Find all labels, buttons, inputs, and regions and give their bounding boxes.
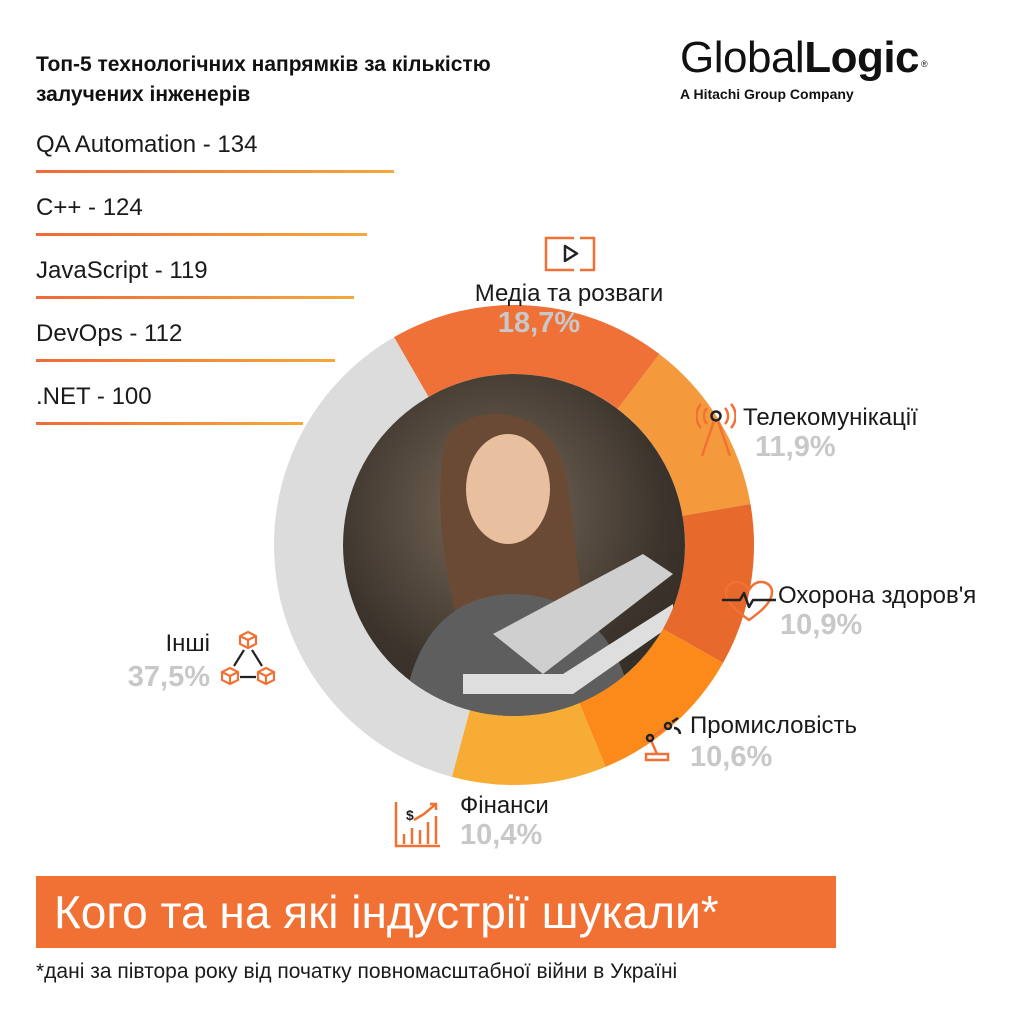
top5-item: QA Automation - 134 bbox=[36, 128, 394, 191]
finance-chart-icon: $ bbox=[394, 802, 440, 848]
donut-slice-1 bbox=[394, 305, 660, 410]
top5-label: C++ - 124 bbox=[36, 194, 143, 221]
donut-slice-5 bbox=[451, 703, 606, 785]
svg-text:$: $ bbox=[406, 807, 414, 823]
logo-tagline: A Hitachi Group Company bbox=[680, 86, 854, 102]
donut-slice-2 bbox=[617, 354, 751, 516]
cubes-network-icon bbox=[220, 630, 276, 686]
company-logo: GlobalLogic ® A Hitachi Group Company bbox=[680, 32, 1000, 102]
top5-list: QA Automation - 134 C++ - 124 JavaScript… bbox=[36, 128, 394, 443]
top5-item: .NET - 100 bbox=[36, 380, 303, 443]
robot-arm-icon bbox=[644, 716, 682, 762]
photo-illustration bbox=[403, 414, 673, 716]
top5-bar bbox=[36, 170, 394, 173]
photo-woman-laptop bbox=[343, 374, 685, 716]
top5-bar bbox=[36, 359, 335, 362]
segment-name: Телекомунікації bbox=[743, 404, 918, 431]
top5-bar bbox=[36, 296, 354, 299]
segment-label-media: Медіа та розваги 18,7% bbox=[462, 280, 676, 338]
segment-name: Промисловість bbox=[690, 712, 858, 739]
top5-item: DevOps - 112 bbox=[36, 317, 335, 380]
top5-label: JavaScript - 119 bbox=[36, 257, 208, 284]
segment-label-healthcare: Охорона здоров'я 10,9% bbox=[778, 582, 976, 640]
top5-label: QA Automation - 134 bbox=[36, 131, 258, 158]
donut-slice-6 bbox=[274, 337, 470, 777]
footnote: *дані за півтора року від початку повном… bbox=[36, 960, 678, 983]
segment-label-finance: Фінанси 10,4% bbox=[460, 792, 549, 850]
segment-percent: 10,9% bbox=[780, 609, 863, 641]
segment-percent: 37,5% bbox=[127, 661, 210, 693]
donut-slice-4 bbox=[579, 628, 724, 767]
heart-pulse-icon bbox=[722, 580, 776, 622]
segment-percent: 10,4% bbox=[460, 819, 543, 851]
top5-item: C++ - 124 bbox=[36, 191, 367, 254]
top5-label: .NET - 100 bbox=[36, 383, 152, 410]
page-title: Топ-5 технологічних напрямків за кількіс… bbox=[36, 53, 491, 106]
segment-label-telecom: Телекомунікації 11,9% bbox=[743, 404, 918, 462]
top5-bar bbox=[36, 233, 367, 236]
segment-percent: 18,7% bbox=[497, 307, 581, 339]
segment-label-industry: Промисловість 10,6% bbox=[690, 712, 857, 772]
play-icon bbox=[544, 236, 596, 272]
logo-wordmark: GlobalLogic ® bbox=[680, 33, 928, 82]
segment-percent: 10,6% bbox=[690, 741, 773, 773]
segment-label-other: Інші 37,5% bbox=[112, 630, 210, 692]
top5-bar bbox=[36, 422, 303, 425]
segment-percent: 11,9% bbox=[755, 431, 836, 463]
segment-name: Фінанси bbox=[460, 792, 549, 819]
antenna-icon bbox=[696, 403, 736, 457]
top5-label: DevOps - 112 bbox=[36, 320, 183, 347]
banner-heading: Кого та на які індустрії шукали* bbox=[36, 876, 836, 948]
segment-name: Медіа та розваги bbox=[474, 280, 664, 307]
segment-name: Охорона здоров'я bbox=[778, 582, 977, 609]
donut-slice-3 bbox=[662, 503, 754, 663]
segment-name: Інші bbox=[165, 630, 210, 657]
top5-item: JavaScript - 119 bbox=[36, 254, 354, 317]
